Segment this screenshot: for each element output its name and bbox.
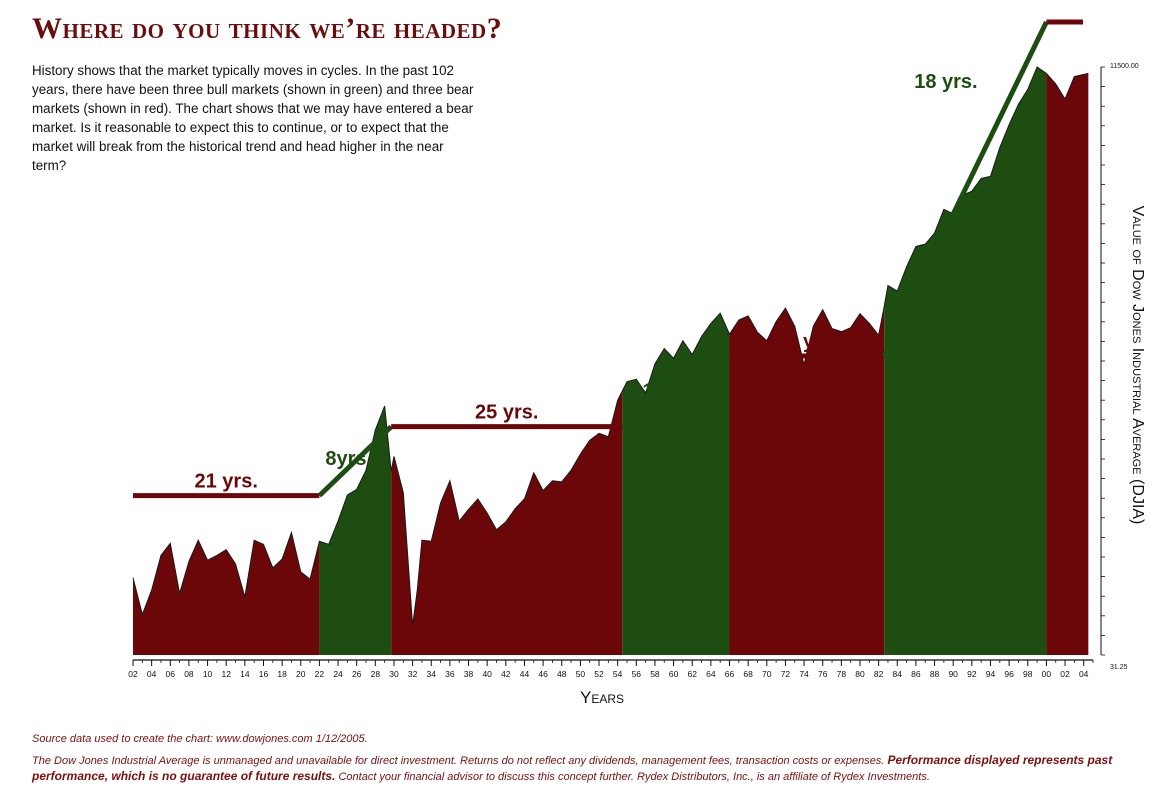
x-tick-label: 30 — [389, 669, 399, 679]
x-tick-label: 82 — [874, 669, 884, 679]
intro-paragraph: History shows that the market typically … — [32, 63, 474, 173]
x-tick-label: 90 — [948, 669, 958, 679]
x-tick-label: 38 — [464, 669, 474, 679]
bear-market-area-5 — [729, 306, 885, 655]
x-tick-label: 70 — [762, 669, 772, 679]
x-tick-label: 44 — [520, 669, 530, 679]
bull-market-area-2 — [319, 406, 392, 655]
bear-market-area-1 — [133, 532, 320, 655]
x-tick-label: 58 — [650, 669, 660, 679]
source-note: Source data used to create the chart: ww… — [32, 733, 368, 745]
x-tick-label: 88 — [930, 669, 940, 679]
x-tick-label: 02 — [1060, 669, 1070, 679]
x-tick-label: 40 — [482, 669, 492, 679]
x-tick-label: 42 — [501, 669, 511, 679]
x-tick-label: 18 — [277, 669, 287, 679]
x-tick-label: 32 — [408, 669, 418, 679]
disclaimer-text: The Dow Jones Industrial Average is unma… — [32, 755, 885, 767]
x-tick-label: 16 — [259, 669, 269, 679]
x-tick-label: 86 — [911, 669, 921, 679]
disclaimer: The Dow Jones Industrial Average is unma… — [32, 753, 1147, 785]
plot-areas — [133, 67, 1089, 656]
x-tick-label: 48 — [557, 669, 567, 679]
segment-labels: 21 yrs. 8yrs. 25 yrs. 11 yrs. 17 yrs. 18 yrs. — [195, 71, 978, 493]
bull-market-area-6 — [884, 67, 1047, 656]
x-tick-label: 20 — [296, 669, 306, 679]
plot-outline — [132, 66, 1089, 626]
x-tick-label: 62 — [687, 669, 697, 679]
bull-trend-line — [317, 424, 393, 498]
x-tick-label: 54 — [613, 669, 623, 679]
x-tick-label: 04 — [1079, 669, 1089, 679]
x-tick-label: 04 — [147, 669, 157, 679]
x-tick-label: 36 — [445, 669, 455, 679]
bull-trend-line — [620, 353, 731, 429]
x-tick-label: 94 — [986, 669, 996, 679]
x-tick-label: 50 — [576, 669, 586, 679]
x-tick-label: 64 — [706, 669, 716, 679]
segment-label-4: 11 yrs. — [632, 380, 694, 402]
x-tick-label: 84 — [893, 669, 903, 679]
segment-label-6: 18 yrs. — [914, 71, 977, 93]
x-tick-label: 14 — [240, 669, 250, 679]
x-tick-label: 46 — [538, 669, 548, 679]
x-tick-label: 92 — [967, 669, 977, 679]
y-axis-label: Value of Dow Jones Industrial Average (D… — [1129, 206, 1146, 525]
x-tick-label: 78 — [837, 669, 847, 679]
x-tick-label: 28 — [371, 669, 381, 679]
y-tick-label: 31.25 — [1110, 664, 1128, 671]
segment-label-5: 17 yrs. — [775, 331, 838, 353]
bull-market-area-4 — [622, 313, 730, 655]
segment-label-2: 8yrs. — [325, 448, 372, 470]
x-tick-label: 74 — [799, 669, 809, 679]
x-tick-label: 26 — [352, 669, 362, 679]
x-tick-label: 22 — [315, 669, 325, 679]
x-tick-label: 66 — [725, 669, 735, 679]
x-tick-label: 34 — [427, 669, 437, 679]
x-tick-label: 60 — [669, 669, 679, 679]
x-tick-label: 10 — [203, 669, 213, 679]
x-tick-label: 80 — [855, 669, 865, 679]
x-tick-label: 06 — [166, 669, 176, 679]
x-tick-label: 08 — [184, 669, 194, 679]
x-tick-label: 96 — [1004, 669, 1014, 679]
disclaimer-performance-note: Performance displayed represents past pe… — [32, 753, 1113, 783]
trend-lines — [133, 19, 1083, 499]
disclaimer-contact: Contact your financial advisor to discus… — [338, 771, 930, 783]
x-tick-label: 98 — [1023, 669, 1033, 679]
axes: 02 04 06 08 10 12 14 16 18 20 22 24 26 28 30 32 34 36 38 40… — [128, 63, 1139, 679]
x-axis-label: Years — [580, 688, 624, 707]
bear-market-area-3 — [391, 390, 623, 655]
page-title: Where do you think we’re headed? — [32, 12, 503, 45]
bull-trend-line — [881, 20, 1049, 358]
x-tick-label: 76 — [818, 669, 828, 679]
x-tick-label: 00 — [1042, 669, 1052, 679]
x-tick-label: 56 — [632, 669, 642, 679]
x-tick-label: 72 — [781, 669, 791, 679]
x-tick-label: 24 — [333, 669, 343, 679]
x-tick-label: 68 — [743, 669, 753, 679]
x-tick-label: 52 — [594, 669, 604, 679]
segment-label-1: 21 yrs. — [195, 471, 258, 493]
djia-chart: 21 yrs. 8yrs. 25 yrs. 11 yrs. 17 yrs. 18 yrs.… — [128, 19, 1146, 707]
djia-series-line — [132, 66, 1089, 626]
x-tick-label: 02 — [128, 669, 138, 679]
x-tick-label: 12 — [221, 669, 231, 679]
segment-label-3: 25 yrs. — [475, 402, 538, 424]
bear-market-area-7 — [1046, 73, 1089, 655]
y-tick-label: 11500.00 — [1110, 63, 1139, 70]
